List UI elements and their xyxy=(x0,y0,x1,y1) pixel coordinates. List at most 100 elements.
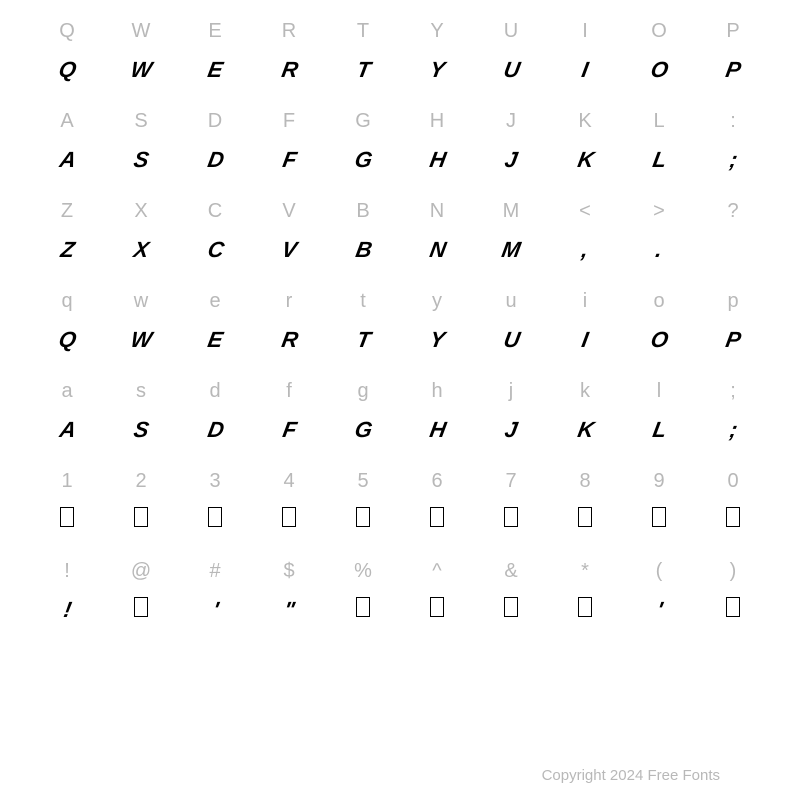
input-character: f xyxy=(286,380,292,403)
charmap-cell: MM xyxy=(474,200,548,290)
charmap-cell: % xyxy=(326,560,400,650)
charmap-cell: gG xyxy=(326,380,400,470)
output-character: R xyxy=(279,327,298,353)
input-character: L xyxy=(653,110,664,133)
output-character: M xyxy=(500,237,522,263)
charmap-cell: <, xyxy=(548,200,622,290)
input-character: Y xyxy=(430,20,443,43)
input-character: 6 xyxy=(431,470,442,493)
output-character: W xyxy=(129,57,153,83)
missing-glyph-box xyxy=(356,597,370,617)
charmap-cell: uU xyxy=(474,290,548,380)
charmap-cell: DD xyxy=(178,110,252,200)
output-character: L xyxy=(650,417,667,443)
input-character: a xyxy=(61,380,72,403)
charmap-cell: ;; xyxy=(696,380,770,470)
output-character: Y xyxy=(428,57,446,83)
charmap-cell: fF xyxy=(252,380,326,470)
output-character: F xyxy=(280,417,297,443)
input-character: Q xyxy=(59,20,75,43)
charmap-cell: HH xyxy=(400,110,474,200)
charmap-cell: !! xyxy=(30,560,104,650)
charmap-cell: 9 xyxy=(622,470,696,560)
input-character: 5 xyxy=(357,470,368,493)
charmap-cell: UU xyxy=(474,20,548,110)
output-character: ; xyxy=(728,147,739,173)
input-character: H xyxy=(430,110,444,133)
output-character: C xyxy=(205,237,224,263)
input-character: P xyxy=(726,20,739,43)
input-character: N xyxy=(430,200,444,223)
charmap-cell: OO xyxy=(622,20,696,110)
charmap-cell: $" xyxy=(252,560,326,650)
output-character: S xyxy=(132,147,150,173)
output-character: , xyxy=(580,237,590,263)
charmap-cell: 5 xyxy=(326,470,400,560)
charmap-cell: CC xyxy=(178,200,252,290)
input-character: J xyxy=(506,110,516,133)
charmap-cell: JJ xyxy=(474,110,548,200)
input-character: ) xyxy=(730,560,737,583)
charmap-cell: @ xyxy=(104,560,178,650)
charmap-cell: lL xyxy=(622,380,696,470)
charmap-cell: 6 xyxy=(400,470,474,560)
input-character: < xyxy=(579,200,591,223)
charmap-cell: EE xyxy=(178,20,252,110)
input-character: s xyxy=(136,380,146,403)
copyright-footer: Copyright 2024 Free Fonts xyxy=(542,767,720,784)
input-character: 0 xyxy=(727,470,738,493)
missing-glyph-box xyxy=(504,597,518,617)
output-character: V xyxy=(280,237,298,263)
charmap-cell: ZZ xyxy=(30,200,104,290)
output-character: N xyxy=(427,237,446,263)
output-character: P xyxy=(724,57,742,83)
input-character: & xyxy=(504,560,517,583)
charmap-cell: wW xyxy=(104,290,178,380)
output-character: J xyxy=(503,417,519,443)
input-character: q xyxy=(61,290,72,313)
charmap-cell: PP xyxy=(696,20,770,110)
output-character: S xyxy=(132,417,150,443)
font-character-map: QQWWEERRTTYYUUIIOOPPAASSDDFFGGHHJJKKLL:;… xyxy=(30,20,770,650)
charmap-cell: oO xyxy=(622,290,696,380)
charmap-cell: VV xyxy=(252,200,326,290)
charmap-cell: QQ xyxy=(30,20,104,110)
output-character: U xyxy=(501,327,520,353)
charmap-cell: iI xyxy=(548,290,622,380)
output-character: W xyxy=(129,327,153,353)
input-character: 2 xyxy=(135,470,146,493)
input-character: ! xyxy=(64,560,70,583)
charmap-cell: pP xyxy=(696,290,770,380)
output-character: E xyxy=(206,327,224,353)
output-character: G xyxy=(353,147,374,173)
input-character: * xyxy=(581,560,589,583)
missing-glyph-box xyxy=(504,507,518,527)
output-character: D xyxy=(205,417,224,443)
output-character: P xyxy=(724,327,742,353)
output-character: E xyxy=(206,57,224,83)
input-character: 7 xyxy=(505,470,516,493)
input-character: D xyxy=(208,110,222,133)
output-character: Z xyxy=(58,237,75,263)
charmap-cell: BB xyxy=(326,200,400,290)
input-character: G xyxy=(355,110,371,133)
output-character: T xyxy=(354,57,371,83)
input-character: e xyxy=(209,290,220,313)
missing-glyph-box xyxy=(652,507,666,527)
output-character: ! xyxy=(62,597,73,623)
charmap-cell: 0 xyxy=(696,470,770,560)
missing-glyph-box xyxy=(578,597,592,617)
input-character: B xyxy=(356,200,369,223)
input-character: 1 xyxy=(61,470,72,493)
charmap-cell: & xyxy=(474,560,548,650)
charmap-cell: aA xyxy=(30,380,104,470)
input-character: M xyxy=(503,200,520,223)
charmap-cell: TT xyxy=(326,20,400,110)
charmap-cell: LL xyxy=(622,110,696,200)
missing-glyph-box xyxy=(356,507,370,527)
charmap-cell: KK xyxy=(548,110,622,200)
input-character: o xyxy=(653,290,664,313)
input-character: @ xyxy=(131,560,151,583)
input-character: ^ xyxy=(432,560,441,583)
output-character: L xyxy=(650,147,667,173)
